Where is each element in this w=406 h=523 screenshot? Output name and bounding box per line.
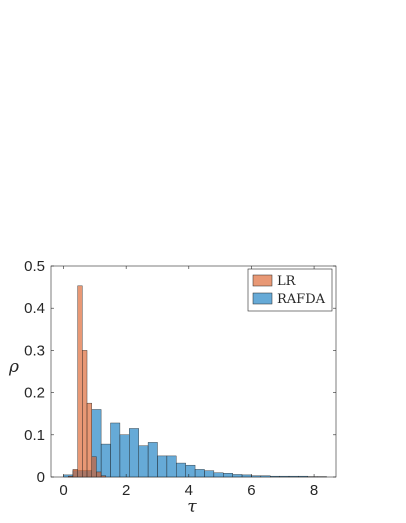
lr-bar-6	[96, 471, 102, 478]
rafda-bar-5	[110, 422, 121, 478]
rafda-bar-24	[288, 475, 299, 478]
rafda-bar-14	[194, 469, 205, 478]
x-tick-label-3: 6	[247, 482, 255, 499]
rafda-bar-19	[241, 474, 252, 478]
x-tick-label-4: 8	[310, 482, 318, 499]
rafda-bar-25	[298, 475, 309, 478]
rafda-bar-6	[119, 434, 130, 478]
axes: 0 2 4 6 8 0 0.1 0.2 0.3 0.4 0.5	[24, 258, 336, 499]
legend-label-rafda: RAFDA	[277, 292, 326, 307]
y-tick-label-5: 0.5	[24, 258, 45, 275]
lr-bar-1	[72, 469, 78, 478]
lr-bars	[68, 285, 107, 478]
rafda-bar-22	[270, 475, 280, 478]
rafda-bar-4	[100, 443, 111, 478]
y-tick-label-2: 0.2	[24, 385, 45, 402]
rafda-bar-18	[232, 474, 243, 478]
rafda-bar-9	[147, 442, 158, 478]
rafda-bar-7	[129, 428, 139, 478]
y-tick-label-3: 0.3	[24, 342, 45, 359]
lr-bar-5	[91, 456, 97, 478]
rafda-bar-16	[213, 472, 224, 478]
legend-swatch-rafda	[252, 292, 273, 305]
rafda-bar-8	[138, 445, 149, 478]
lr-bar-0	[68, 475, 74, 478]
x-tick-label-0: 0	[59, 482, 67, 499]
rafda-bar-23	[279, 475, 290, 478]
y-tick-label-1: 0.1	[24, 427, 45, 444]
rafda-bar-15	[204, 470, 215, 478]
rafda-bar-11	[166, 455, 177, 478]
lr-bar-4	[86, 402, 92, 478]
lr-bar-2	[77, 285, 83, 478]
x-axis-label: τ	[187, 497, 197, 517]
x-tick-label-2: 4	[185, 482, 193, 499]
y-axis-label: ρ	[8, 357, 19, 377]
legend-label-lr: LR	[277, 274, 297, 289]
legend-swatch-lr	[252, 274, 273, 287]
rafda-bar-13	[185, 464, 196, 478]
lr-bar-7	[100, 475, 107, 478]
rafda-bar-17	[223, 473, 233, 478]
rafda-bar-10	[157, 455, 168, 478]
y-tick-label-0: 0	[37, 469, 45, 486]
legend: LR RAFDA	[247, 268, 333, 312]
y-tick-label-4: 0.4	[24, 300, 45, 317]
x-tick-label-1: 2	[122, 482, 130, 499]
rafda-bar-21	[260, 475, 271, 478]
rafda-bar-12	[176, 462, 186, 478]
rafda-bar-20	[251, 475, 262, 478]
lr-bar-3	[82, 350, 88, 478]
